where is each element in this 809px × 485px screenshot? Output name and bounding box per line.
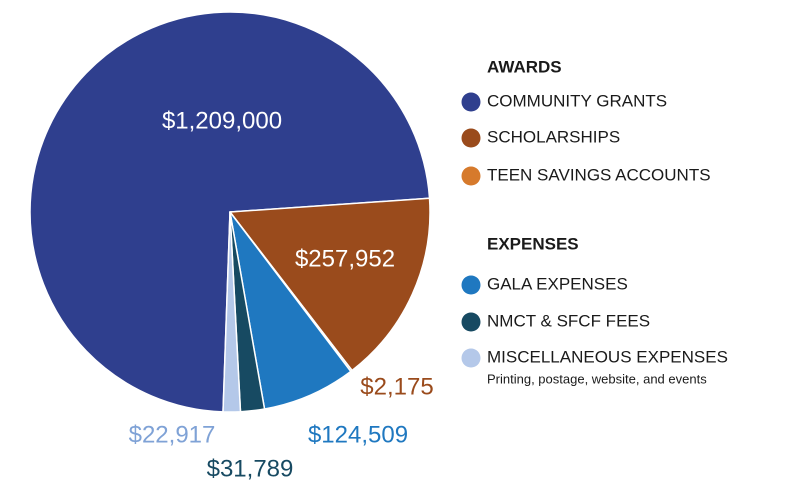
data-label: $31,789	[207, 455, 294, 482]
legend: AWARDS COMMUNITY GRANTS SCHOLARSHIPS TEEN S…	[461, 57, 728, 386]
legend-label: GALA EXPENSES	[487, 274, 628, 293]
pie-slice	[229, 211, 352, 410]
legend-swatch	[461, 275, 481, 295]
legend-label: TEEN SAVINGS ACCOUNTS	[487, 165, 711, 184]
legend-swatch	[461, 128, 481, 148]
legend-label: COMMUNITY GRANTS	[487, 91, 667, 110]
legend-swatch	[461, 312, 481, 332]
legend-swatch	[461, 92, 481, 112]
legend-label: MISCELLANEOUS EXPENSES	[487, 347, 728, 366]
pie-slice	[222, 211, 242, 413]
legend-note: Printing, postage, website, and events	[487, 371, 707, 386]
data-labels: $1,209,000 $257,952 $2,175 $124,509 $31,789 $…	[129, 107, 434, 482]
pie	[29, 11, 431, 413]
data-label: $257,952	[295, 245, 395, 272]
pie-slice	[229, 197, 431, 372]
legend-group-title: AWARDS	[487, 57, 562, 76]
legend-label: NMCT & SFCF FEES	[487, 311, 650, 330]
legend-label: SCHOLARSHIPS	[487, 127, 620, 146]
legend-group-title: EXPENSES	[487, 234, 579, 253]
data-label: $1,209,000	[162, 107, 282, 134]
data-label: $2,175	[360, 373, 433, 400]
data-label: $124,509	[308, 421, 408, 448]
data-label: $22,917	[129, 421, 216, 448]
legend-swatch	[461, 348, 481, 368]
legend-swatch	[461, 166, 481, 186]
